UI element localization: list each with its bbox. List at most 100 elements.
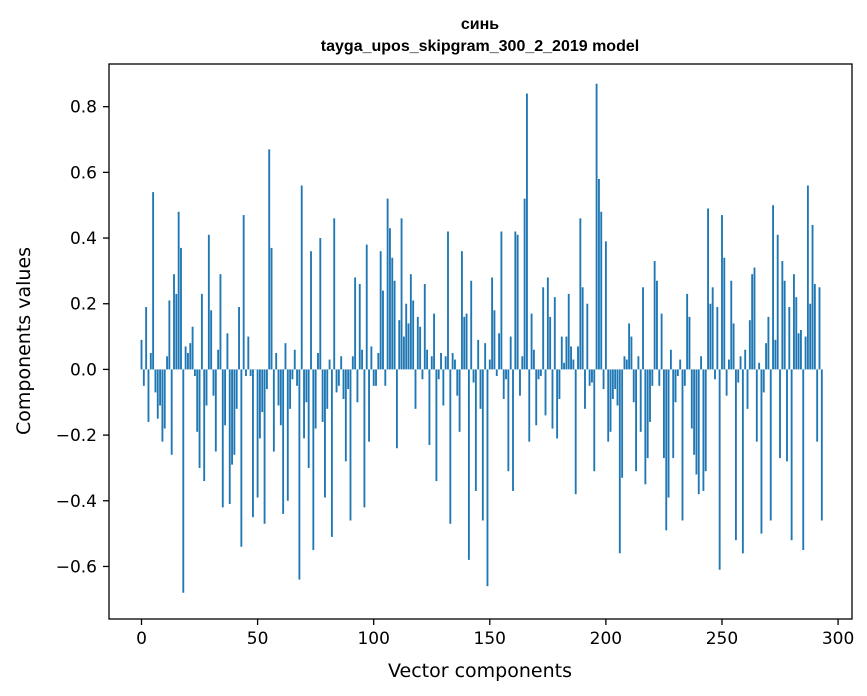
bar-131 <box>444 356 447 370</box>
bar-90 <box>349 369 352 521</box>
bar-192 <box>586 303 589 370</box>
bar-96 <box>363 369 366 508</box>
bar-89 <box>347 369 350 390</box>
y-tick-label: −0.4 <box>56 492 97 512</box>
bar-262 <box>748 320 751 370</box>
bar-277 <box>783 280 786 370</box>
bar-163 <box>519 369 521 396</box>
bar-11 <box>166 356 168 370</box>
bar-240 <box>697 369 700 495</box>
bar-194 <box>591 369 593 383</box>
bar-24 <box>196 369 199 432</box>
bar-54 <box>265 369 268 390</box>
x-tick-label: 200 <box>590 629 622 649</box>
bar-257 <box>737 369 740 383</box>
bar-224 <box>660 313 663 370</box>
bar-20 <box>187 352 189 370</box>
bar-265 <box>755 369 758 442</box>
bar-275 <box>779 369 781 459</box>
bar-26 <box>200 293 203 370</box>
bar-237 <box>690 369 693 429</box>
bar-88 <box>344 369 347 462</box>
bar-82 <box>330 369 333 537</box>
chart-title: синь <box>461 16 499 33</box>
bar-170 <box>535 369 538 426</box>
bar-264 <box>753 267 756 370</box>
bar-272 <box>772 205 774 370</box>
bar-85 <box>337 369 340 386</box>
bar-45 <box>245 369 247 376</box>
bar-254 <box>730 280 733 370</box>
bar-68 <box>298 369 301 580</box>
bar-136 <box>456 369 459 396</box>
bar-148 <box>484 343 487 370</box>
bar-184 <box>567 293 570 370</box>
bar-77 <box>319 238 322 370</box>
bar-106 <box>386 198 389 370</box>
bar-292 <box>818 287 821 370</box>
bar-158 <box>507 369 510 472</box>
bar-281 <box>793 274 795 370</box>
bar-94 <box>358 284 361 370</box>
bar-79 <box>324 369 326 498</box>
bar-1 <box>142 369 145 386</box>
bar-197 <box>597 178 600 370</box>
bar-19 <box>184 346 187 370</box>
bar-187 <box>574 369 577 495</box>
bar-256 <box>734 369 737 541</box>
bar-270 <box>767 316 770 370</box>
bar-280 <box>790 369 793 541</box>
bar-4 <box>149 352 152 370</box>
bar-5 <box>152 192 155 370</box>
bar-146 <box>479 369 482 409</box>
bar-75 <box>314 369 317 429</box>
bar-30 <box>210 310 213 370</box>
bar-143 <box>472 369 475 383</box>
bar-226 <box>665 369 668 531</box>
bar-161 <box>514 231 517 370</box>
bar-175 <box>546 277 549 370</box>
bar-150 <box>488 359 491 370</box>
bar-164 <box>521 356 524 370</box>
bar-59 <box>277 369 280 406</box>
bar-47 <box>249 369 252 376</box>
x-tick-label: 100 <box>357 629 389 649</box>
bar-55 <box>268 149 271 370</box>
bar-61 <box>282 369 285 514</box>
bar-29 <box>207 234 210 370</box>
bar-118 <box>414 369 417 409</box>
y-tick-label: 0.2 <box>70 295 97 315</box>
bar-198 <box>600 211 603 370</box>
bar-2 <box>145 307 148 370</box>
bar-159 <box>509 336 512 370</box>
bar-119 <box>416 316 419 370</box>
chart-subtitle: tayga_upos_skipgram_300_2_2019 model <box>321 38 639 55</box>
bar-199 <box>602 369 605 390</box>
bar-139 <box>463 316 466 370</box>
bar-196 <box>595 83 598 370</box>
y-tick-label: −0.6 <box>56 557 97 577</box>
bar-73 <box>310 251 312 370</box>
bar-132 <box>447 231 449 370</box>
bar-3 <box>147 369 150 422</box>
bar-203 <box>611 369 614 399</box>
bar-178 <box>553 297 556 370</box>
bar-183 <box>565 336 568 370</box>
bar-216 <box>642 287 644 370</box>
bar-266 <box>758 362 761 370</box>
bar-267 <box>760 369 763 534</box>
y-axis-ticks: −0.6 −0.4 −0.2 0.0 0.2 0.4 0.6 0.8 <box>56 98 109 577</box>
bar-210 <box>628 323 631 370</box>
bar-181 <box>560 336 563 370</box>
bar-66 <box>293 349 296 370</box>
bar-252 <box>725 369 728 396</box>
bar-258 <box>739 356 742 370</box>
bar-76 <box>317 352 319 370</box>
bar-41 <box>235 369 238 409</box>
bar-244 <box>707 208 709 370</box>
x-tick-label: 0 <box>136 629 147 649</box>
bar-57 <box>272 369 275 452</box>
bar-9 <box>161 369 164 442</box>
bar-241 <box>700 356 703 370</box>
